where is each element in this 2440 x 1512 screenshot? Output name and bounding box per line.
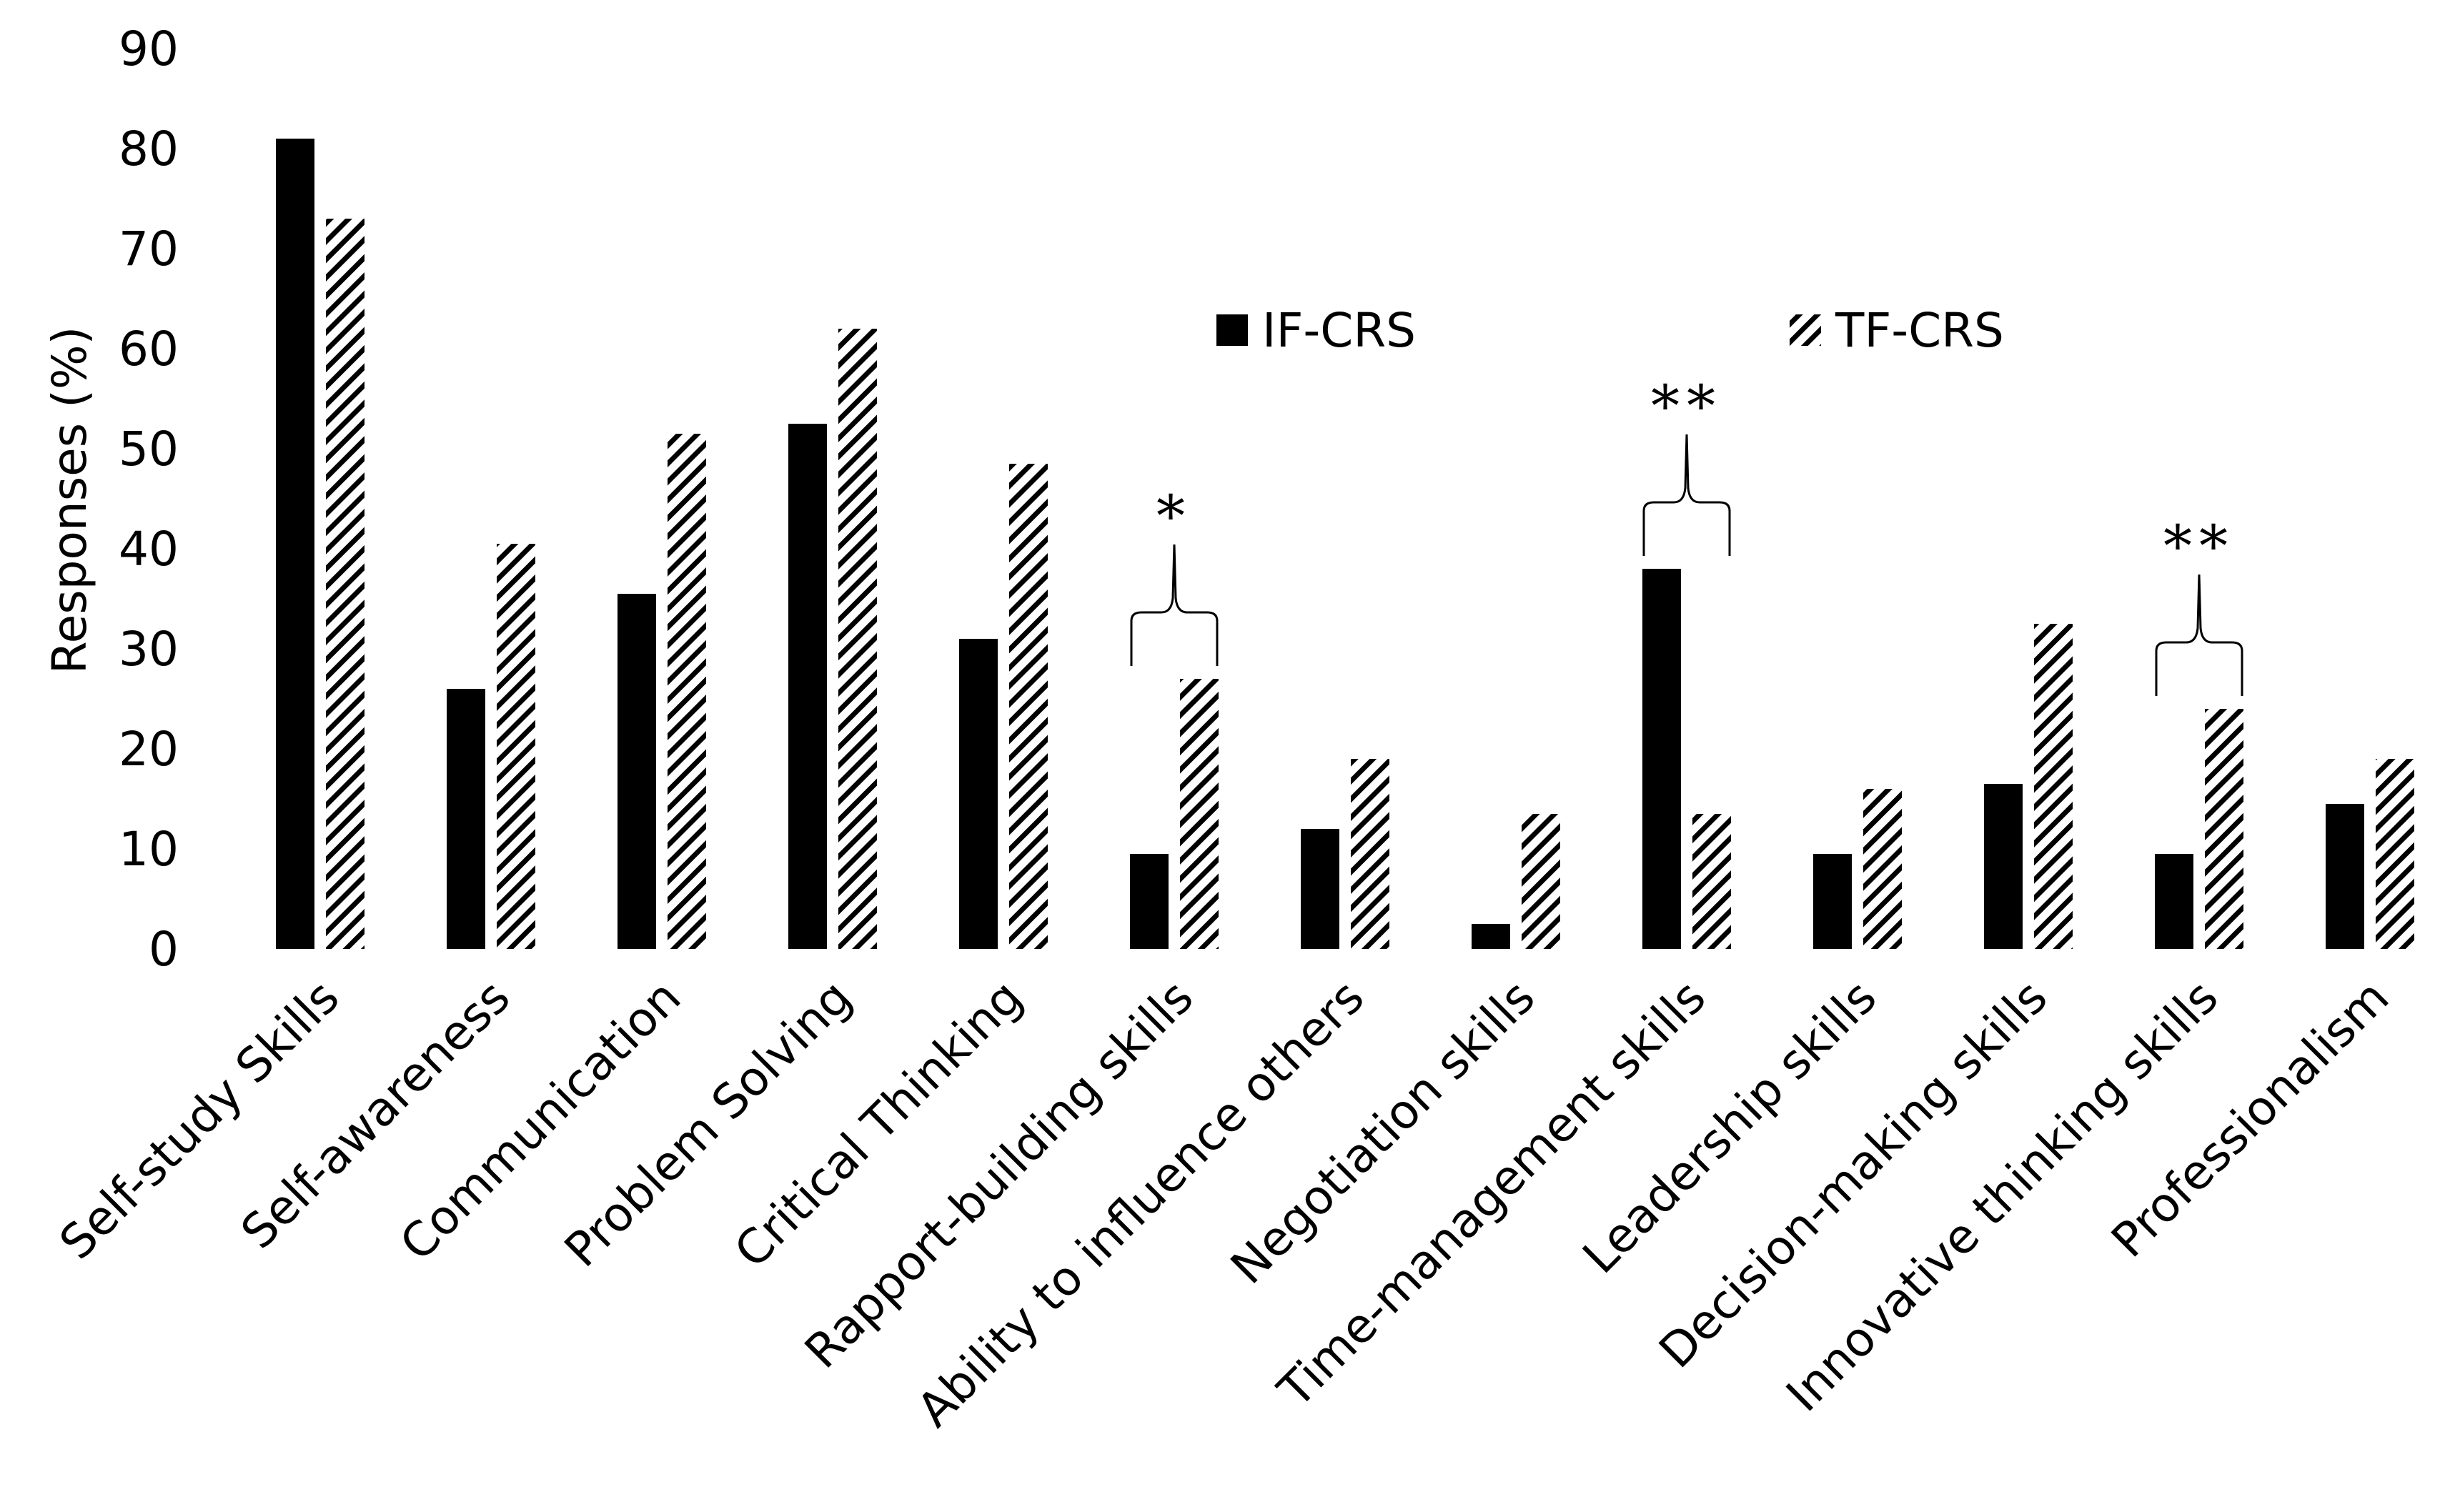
bar-tf-crs — [1692, 814, 1731, 949]
y-axis-title: Responses (%) — [42, 327, 97, 675]
significance-annotations: ***** — [1130, 373, 2243, 696]
bar-if-crs — [1472, 924, 1510, 949]
bar-tf-crs — [1351, 759, 1389, 949]
bar-if-crs — [618, 594, 656, 949]
y-tick-label: 50 — [119, 422, 179, 477]
y-tick-label: 80 — [119, 121, 179, 176]
bar-tf-crs — [668, 434, 706, 949]
bar-if-crs — [959, 639, 998, 949]
bar-tf-crs — [326, 219, 364, 949]
significance-bracket — [1642, 434, 1731, 556]
significance-marker: * — [1156, 483, 1192, 549]
bars — [276, 139, 2414, 949]
y-tick-label: 70 — [119, 222, 179, 277]
significance-marker: ** — [1651, 373, 1722, 439]
x-category-label: Communication — [390, 970, 691, 1271]
legend-swatch-if-crs — [1216, 314, 1248, 346]
x-category-label: Critical Thinking — [724, 970, 1033, 1278]
x-category-label: Problem Solving — [554, 970, 862, 1278]
legend-label-tf-crs: TF-CRS — [1835, 303, 2004, 358]
y-tick-label: 30 — [119, 622, 179, 677]
bar-tf-crs — [2376, 759, 2414, 949]
significance-marker: ** — [2163, 513, 2235, 580]
bar-if-crs — [276, 139, 314, 949]
bar-if-crs — [1130, 854, 1169, 949]
y-tick-label: 20 — [119, 722, 179, 777]
y-tick-label: 60 — [119, 322, 179, 377]
legend: IF-CRS TF-CRS — [1216, 303, 2004, 358]
y-tick-label: 90 — [119, 21, 179, 76]
x-axis-labels: Self-study SkillsSelf-awarenessCommunica… — [49, 970, 2400, 1438]
y-tick-label: 10 — [119, 822, 179, 877]
bar-tf-crs — [2034, 624, 2073, 949]
legend-swatch-tf-crs — [1790, 314, 1821, 346]
bar-tf-crs — [1180, 679, 1219, 949]
bar-if-crs — [2326, 804, 2364, 949]
significance-bracket — [1130, 544, 1219, 666]
bar-tf-crs — [2205, 709, 2243, 949]
bar-if-crs — [1984, 784, 2023, 949]
legend-label-if-crs: IF-CRS — [1262, 303, 1416, 358]
bar-if-crs — [1642, 569, 1681, 949]
bar-tf-crs — [1009, 464, 1048, 949]
y-axis: 0 10 20 30 40 50 60 70 80 90 — [119, 21, 179, 977]
x-category-label: Leadership skills — [1572, 970, 1887, 1284]
bar-tf-crs — [838, 329, 877, 949]
bar-tf-crs — [1522, 814, 1560, 949]
y-tick-label: 40 — [119, 522, 179, 577]
y-tick-label: 0 — [149, 922, 179, 977]
bar-if-crs — [1301, 829, 1339, 949]
significance-bracket — [2155, 574, 2243, 696]
bar-if-crs — [788, 424, 827, 949]
bar-if-crs — [447, 689, 485, 949]
bar-tf-crs — [497, 544, 535, 949]
bar-if-crs — [2155, 854, 2193, 949]
bar-tf-crs — [1863, 789, 1902, 949]
x-category-label: Self-study Skills — [49, 970, 350, 1270]
bar-if-crs — [1813, 854, 1852, 949]
x-category-label: Negotiation skills — [1220, 970, 1545, 1295]
